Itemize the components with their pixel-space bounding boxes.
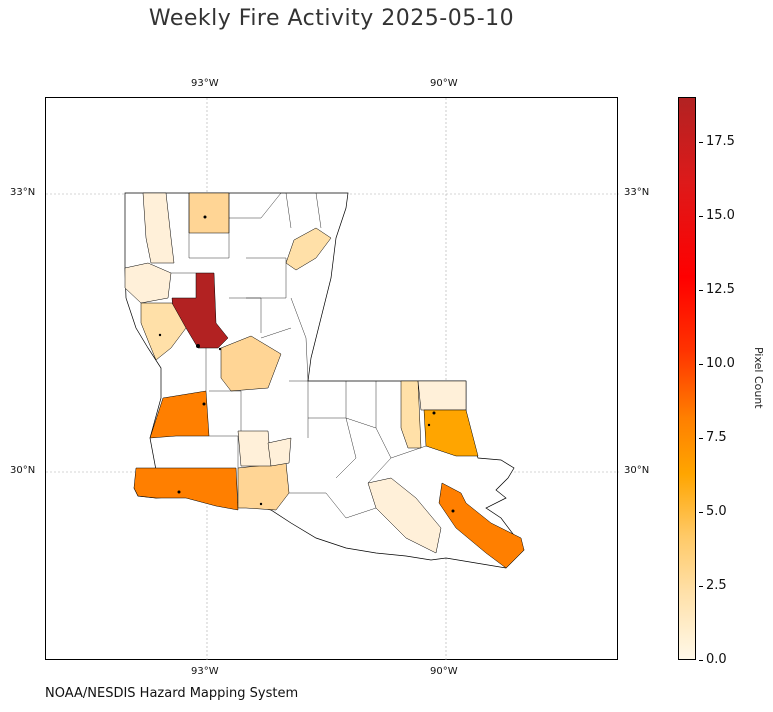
colorbar-tick: 15.0	[699, 208, 735, 223]
colorbar-tick: 2.5	[699, 578, 727, 593]
parish-acadia	[237, 430, 272, 467]
parish-washington	[417, 380, 467, 411]
colorbar-tick: 12.5	[699, 282, 735, 297]
lat-tick-right-33: 33°N	[624, 187, 650, 198]
parish-calcasieu	[133, 467, 239, 511]
map-frame	[45, 97, 619, 661]
parish-sttammany	[423, 409, 479, 457]
parish-vermilion	[237, 462, 290, 511]
colorbar-tick: 5.0	[699, 504, 727, 519]
parish-beauregard	[149, 390, 210, 439]
lat-tick-right-30: 30°N	[624, 465, 650, 476]
lon-tick-top-93: 93°W	[191, 78, 219, 89]
colorbar-tick: 10.0	[699, 356, 735, 371]
parish-claiborne	[188, 192, 230, 234]
lon-tick-bottom-90: 90°W	[430, 666, 458, 677]
lat-tick-left-33: 33°N	[10, 187, 36, 198]
colorbar-tick: 7.5	[699, 430, 727, 445]
lon-tick-bottom-93: 93°W	[191, 666, 219, 677]
louisiana-map	[46, 98, 619, 661]
lat-tick-left-30: 30°N	[10, 465, 36, 476]
parish-rapides	[220, 335, 282, 392]
parish-lafourche	[367, 477, 442, 554]
colorbar-tick: 17.5	[699, 134, 735, 149]
colorbar	[678, 97, 696, 660]
parish-plaquemines	[438, 482, 525, 569]
parish-stlandry	[267, 437, 292, 467]
data-credit: NOAA/NESDIS Hazard Mapping System	[45, 686, 299, 701]
colorbar-label: Pixel Count	[752, 347, 765, 409]
parish-tangipahoa	[400, 380, 422, 449]
colorbar-tick: 0.0	[699, 652, 727, 667]
map-title: Weekly Fire Activity 2025-05-10	[148, 6, 515, 31]
parish-sabine	[140, 302, 187, 361]
parish-desoto	[124, 262, 172, 304]
parish-caddo	[142, 192, 175, 264]
lon-tick-top-90: 90°W	[430, 78, 458, 89]
